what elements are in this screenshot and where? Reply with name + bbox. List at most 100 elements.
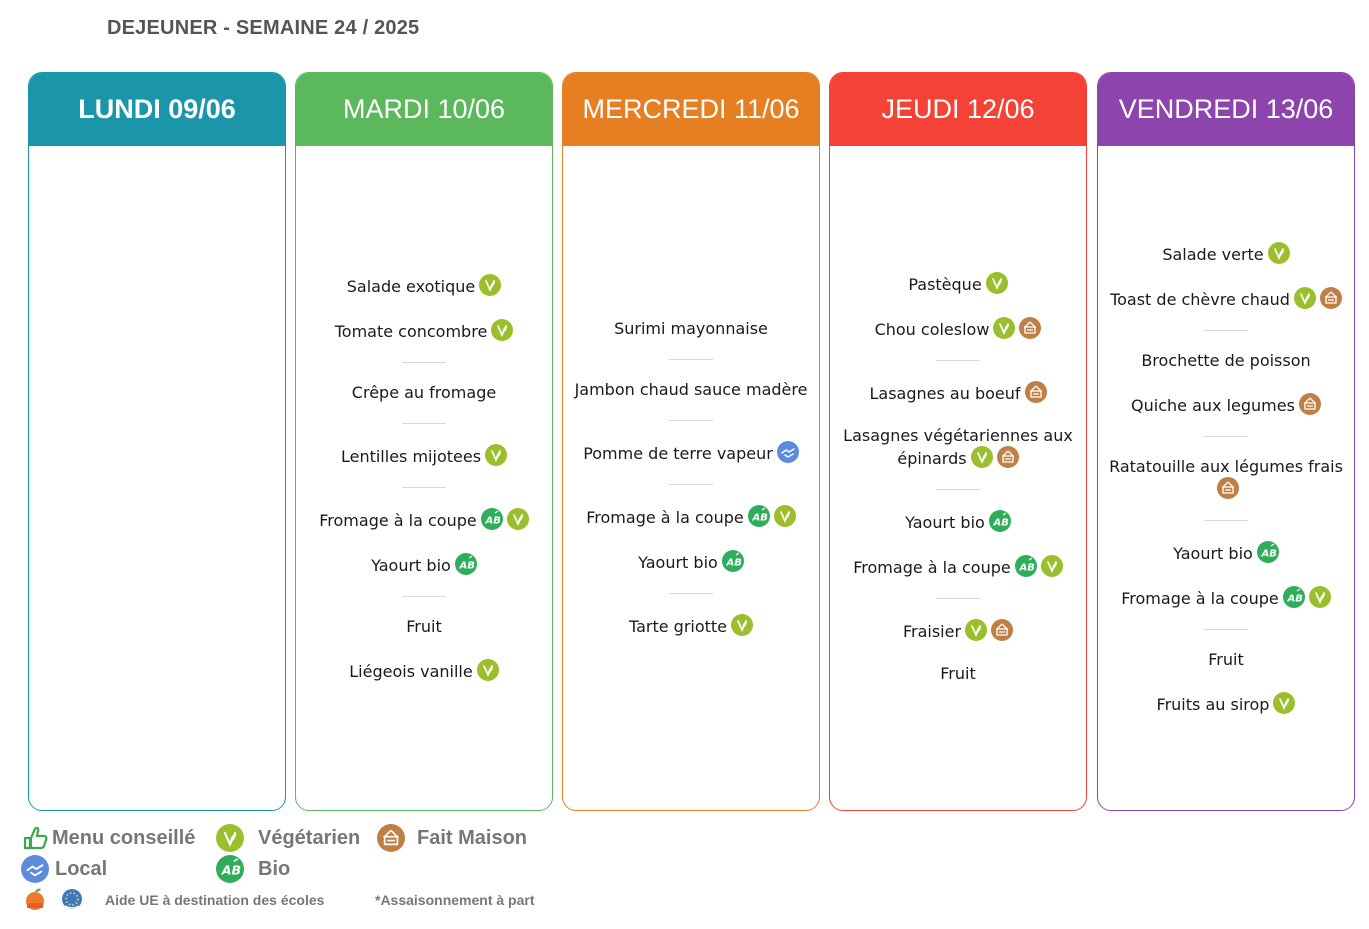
vegetarian-leaf-icon [491, 319, 514, 341]
organic-ab-icon: AB [1014, 555, 1037, 577]
dish-name: Fruit [406, 617, 442, 636]
svg-text:AB: AB [458, 561, 474, 572]
day-menu-lundi [29, 146, 285, 810]
course-divider [402, 362, 446, 363]
dish-item: Jambon chaud sauce madère [569, 369, 814, 411]
organic-ab-icon: AB [216, 855, 244, 883]
course-group: Fruit Liégeois vanille [343, 606, 504, 693]
footer-aide-ue: Aide UE à destination des écoles [105, 892, 325, 908]
course-group: Brochette de poisson Quiche aux legumes [1125, 340, 1327, 427]
dish-item: Fromage à la coupe AB [313, 497, 534, 542]
dish-name: Fromage à la coupe [319, 511, 477, 530]
dish-name: Yaourt bio [1173, 543, 1253, 563]
dish-item: Fraisier [897, 608, 1019, 653]
day-column-mercredi: MERCREDI 11/06 Surimi mayonnaise Jambon ch… [562, 72, 820, 811]
dish-item: Toast de chèvre chaud [1104, 276, 1348, 321]
dish-name: Fruit [1208, 649, 1244, 669]
course-divider [402, 423, 446, 424]
school-fruit-programme-logo-icon [26, 888, 44, 910]
dish-name: Yaourt bio [638, 553, 718, 572]
organic-ab-icon: AB [1282, 585, 1305, 608]
course-group: Fruit Fruits au sirop [1151, 639, 1302, 726]
vegetarian-leaf-icon [1267, 241, 1290, 264]
dish-item: Fruit [1151, 639, 1302, 681]
dish-name: Lasagnes au boeuf [869, 384, 1021, 403]
dish-name: Tarte griotte [628, 617, 728, 636]
homemade-pot-icon [1319, 286, 1342, 309]
dish-name: Fruit [940, 664, 976, 683]
legend-fait-maison: Fait Maison [377, 824, 527, 852]
vegetarian-leaf-icon [1040, 555, 1063, 577]
svg-text:AB: AB [221, 863, 242, 878]
dish-item: Fromage à la coupe AB [1115, 575, 1336, 620]
homemade-pot-icon [1298, 392, 1321, 415]
dish-item: Ratatouille aux légumes frais [1098, 446, 1354, 511]
day-header-mercredi: MERCREDI 11/06 [563, 73, 819, 146]
organic-ab-icon: AB [747, 505, 770, 527]
day-column-vendredi: VENDREDI 13/06 Salade verte Toast de chèvr… [1097, 72, 1355, 811]
dish-name: Brochette de poisson [1141, 350, 1311, 370]
svg-text:AB: AB [725, 558, 741, 569]
dish-item: Lasagnes végétariennes aux épinards [830, 415, 1086, 480]
day-menu-jeudi: Pastèque Chou coleslow Lasagnes au boeuf La… [830, 146, 1086, 810]
organic-ab-icon: AB [988, 510, 1011, 532]
vegetarian-leaf-icon [985, 272, 1008, 294]
legend-menu-conseille: Menu conseillé [22, 824, 195, 852]
dish-name: Pastèque [908, 275, 982, 294]
homemade-pot-icon [1024, 381, 1047, 403]
dish-name: Toast de chèvre chaud [1110, 289, 1290, 309]
local-handshake-icon [776, 441, 799, 463]
thumbs-up-icon [23, 826, 48, 850]
course-group: Pomme de terre vapeur [577, 430, 805, 475]
svg-text:AB: AB [1018, 563, 1034, 574]
svg-text:AB: AB [1260, 548, 1276, 559]
day-column-jeudi: JEUDI 12/06 Pastèque Chou coleslow Lasagnes… [829, 72, 1087, 811]
legend-vegetarien-label: Végétarien [258, 826, 361, 849]
dish-item: Pastèque [869, 261, 1048, 306]
dish-item: Quiche aux legumes [1125, 382, 1327, 427]
footer-assaisonnement: *Assaisonnement à part [375, 892, 535, 908]
course-group: Salade exotique Tomate concombre [329, 263, 520, 353]
vegetarian-leaf-icon [1308, 585, 1331, 608]
dish-item: Salade verte [1104, 231, 1348, 276]
dish-item: Fruit [343, 606, 504, 648]
legend-vegetarien: Végétarien [216, 824, 360, 852]
dish-name: Lentilles mijotees [340, 447, 482, 466]
homemade-pot-icon [991, 619, 1014, 641]
dish-name: Lasagnes végétariennes aux épinards [843, 426, 1073, 468]
dish-name: Crêpe au fromage [351, 383, 497, 402]
svg-text:AB: AB [751, 513, 767, 524]
legend-local-label: Local [55, 857, 108, 880]
vegetarian-leaf-icon [1293, 286, 1316, 309]
eu-flag-logo-icon [62, 889, 82, 909]
dish-item: Fruit [897, 653, 1019, 695]
course-divider [1204, 628, 1248, 630]
dish-name: Fruits au sirop [1156, 694, 1270, 714]
course-divider [1204, 435, 1248, 437]
dish-item: Liégeois vanille [343, 648, 504, 693]
vegetarian-leaf-icon [216, 824, 244, 852]
course-group: Crêpe au fromage [346, 372, 502, 414]
dish-name: Salade verte [1162, 244, 1264, 264]
vegetarian-leaf-icon [965, 619, 988, 641]
dish-item: Tomate concombre [329, 308, 520, 353]
dish-name: Yaourt bio [371, 556, 451, 575]
legend-fait-maison-label: Fait Maison [417, 826, 528, 849]
svg-text:AB: AB [1286, 593, 1302, 604]
dish-item: Pomme de terre vapeur [577, 430, 805, 475]
dish-name: Fraisier [902, 622, 962, 641]
legend-bio-label: Bio [258, 857, 291, 880]
course-group: Tarte griotte [623, 603, 759, 648]
course-divider [936, 360, 980, 361]
course-group: Pastèque Chou coleslow [869, 261, 1048, 351]
dish-name: Surimi mayonnaise [614, 319, 768, 338]
dish-name: Fromage à la coupe [1121, 588, 1279, 608]
day-column-lundi: LUNDI 09/06 [28, 72, 286, 811]
course-group: Fromage à la coupe AB Yaourt bio AB [313, 497, 534, 587]
vegetarian-leaf-icon [485, 444, 508, 466]
dish-item: Lasagnes au boeuf [830, 370, 1086, 415]
day-menu-vendredi: Salade verte Toast de chèvre chaud Brochet… [1098, 146, 1354, 810]
course-group: Ratatouille aux légumes frais [1098, 446, 1354, 511]
vegetarian-leaf-icon [970, 446, 993, 468]
dish-item: Crêpe au fromage [346, 372, 502, 414]
